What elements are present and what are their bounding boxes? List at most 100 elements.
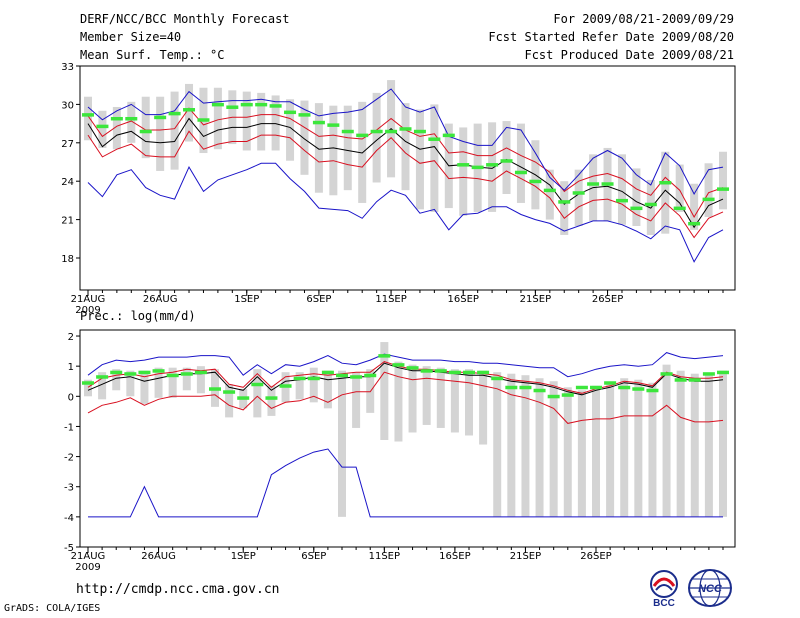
prec-spread-box bbox=[182, 367, 191, 391]
prec-spread-box bbox=[521, 375, 530, 517]
prec-spread-box bbox=[309, 367, 318, 403]
prec-observed-marker bbox=[237, 396, 250, 400]
temp-observed-marker bbox=[702, 197, 715, 202]
prec-spread-box bbox=[323, 370, 332, 409]
temp-line-ensemble-mean bbox=[87, 117, 724, 229]
temp-year-label: 2009 bbox=[75, 305, 100, 316]
prec-spread-box bbox=[352, 372, 361, 428]
prec-observed-marker bbox=[660, 372, 673, 376]
prec-spread-box bbox=[225, 384, 234, 418]
temp-observed-marker bbox=[428, 137, 441, 141]
temp-spread-box bbox=[675, 164, 684, 212]
temp-xtick-label: 26SEP bbox=[592, 294, 623, 305]
temp-ytick-label: 24 bbox=[61, 177, 74, 188]
prec-observed-marker bbox=[378, 354, 391, 358]
prec-ytick-label: -4 bbox=[64, 513, 74, 524]
source-url: http://cmdp.ncc.cma.gov.cn bbox=[76, 582, 280, 597]
prec-observed-marker bbox=[575, 385, 588, 390]
temp-spread-box bbox=[112, 106, 121, 150]
prec-year-label: 2009 bbox=[75, 562, 100, 573]
temp-line-inner-lower bbox=[87, 130, 724, 239]
temp-spread-box bbox=[516, 123, 525, 203]
temp-observed-marker bbox=[240, 102, 253, 107]
prec-spread-box bbox=[154, 367, 163, 398]
prec-line-outer-upper bbox=[87, 352, 724, 378]
grads-credit: GrADS: COLA/IGES bbox=[4, 603, 101, 614]
forecast-produced-date: Fcst Produced Date 2009/08/21 bbox=[524, 48, 734, 62]
prec-ytick-label: 1 bbox=[68, 362, 74, 373]
prec-observed-marker bbox=[180, 372, 193, 376]
prec-spread-box bbox=[535, 378, 544, 517]
temp-spread-box bbox=[560, 181, 569, 235]
prec-xtick-label: 16SEP bbox=[439, 551, 470, 562]
prec-observed-marker bbox=[519, 385, 532, 390]
prec-spread-box bbox=[507, 373, 516, 517]
prec-observed-marker bbox=[307, 376, 320, 381]
prec-spread-box bbox=[577, 390, 586, 517]
temp-spread-box bbox=[141, 96, 150, 159]
temp-xtick-label: 16SEP bbox=[448, 294, 479, 305]
prec-observed-marker bbox=[618, 385, 631, 390]
temp-spread-box bbox=[502, 121, 511, 194]
variable-label: Mean Surf. Temp.: °C bbox=[80, 48, 225, 62]
prec-observed-marker bbox=[209, 387, 221, 391]
prec-observed-marker bbox=[533, 388, 546, 393]
temp-xtick-label: 1SEP bbox=[234, 294, 259, 305]
prec-spread-box bbox=[394, 361, 403, 442]
prec-observed-marker bbox=[604, 381, 617, 385]
prec-xtick-label: 21AUG bbox=[71, 551, 106, 562]
prec-observed-marker bbox=[194, 370, 207, 375]
prec-observed-marker bbox=[96, 375, 109, 379]
prec-spread-box bbox=[267, 385, 276, 416]
prec-observed-marker bbox=[561, 393, 574, 397]
prec-spread-box bbox=[676, 370, 685, 517]
temp-observed-marker bbox=[125, 116, 138, 121]
temp-observed-marker bbox=[96, 124, 109, 129]
temp-spread-box bbox=[185, 83, 194, 142]
prec-observed-marker bbox=[448, 370, 461, 375]
prec-spread-box bbox=[436, 367, 445, 428]
temp-observed-marker bbox=[356, 133, 369, 138]
prec-spread-box bbox=[606, 382, 615, 517]
prec-line-inner-lower bbox=[87, 371, 724, 424]
prec-observed-marker bbox=[350, 375, 363, 379]
prec-ytick-label: -2 bbox=[64, 453, 74, 464]
temp-observed-marker bbox=[269, 104, 282, 108]
forecast-period: For 2009/08/21-2009/09/29 bbox=[553, 12, 734, 26]
temp-xtick-label: 21AUG bbox=[71, 294, 106, 305]
temp-observed-marker bbox=[615, 198, 628, 203]
temp-spread-box bbox=[242, 91, 251, 151]
prec-spread-box bbox=[422, 366, 431, 425]
temp-spread-box bbox=[286, 99, 295, 161]
temp-spread-box bbox=[690, 183, 699, 230]
temp-observed-marker bbox=[284, 110, 297, 115]
temp-observed-marker bbox=[298, 113, 311, 117]
prec-spread-box bbox=[704, 373, 713, 517]
temp-observed-marker bbox=[529, 179, 542, 184]
temp-observed-marker bbox=[572, 191, 585, 195]
prec-observed-marker bbox=[434, 369, 447, 373]
prec-spread-box bbox=[648, 382, 657, 517]
temp-spread-box bbox=[314, 103, 323, 193]
prec-xtick-label: 21SEP bbox=[510, 551, 541, 562]
temp-spread-box bbox=[488, 122, 497, 212]
prec-spread-box bbox=[450, 369, 459, 433]
prec-spread-box bbox=[84, 379, 92, 397]
prec-line-inner-upper bbox=[87, 361, 724, 394]
prec-xtick-label: 26AUG bbox=[141, 551, 176, 562]
temp-observed-marker bbox=[139, 129, 152, 134]
prec-observed-marker bbox=[265, 396, 278, 400]
temp-observed-marker bbox=[154, 115, 167, 120]
temp-spread-box bbox=[430, 104, 439, 212]
prec-xtick-label: 26SEP bbox=[580, 551, 611, 562]
temp-observed-marker bbox=[442, 133, 455, 138]
prec-line-ensemble-mean bbox=[87, 362, 724, 396]
temp-line-outer-upper bbox=[87, 88, 724, 196]
temp-spread-box bbox=[127, 101, 136, 143]
temp-spread-box bbox=[156, 96, 165, 171]
prec-ytick-label: 0 bbox=[68, 392, 74, 403]
temp-xtick-label: 26AUG bbox=[143, 294, 178, 305]
temp-observed-marker bbox=[341, 129, 354, 134]
bcc-logo-icon: BCC bbox=[650, 570, 678, 608]
